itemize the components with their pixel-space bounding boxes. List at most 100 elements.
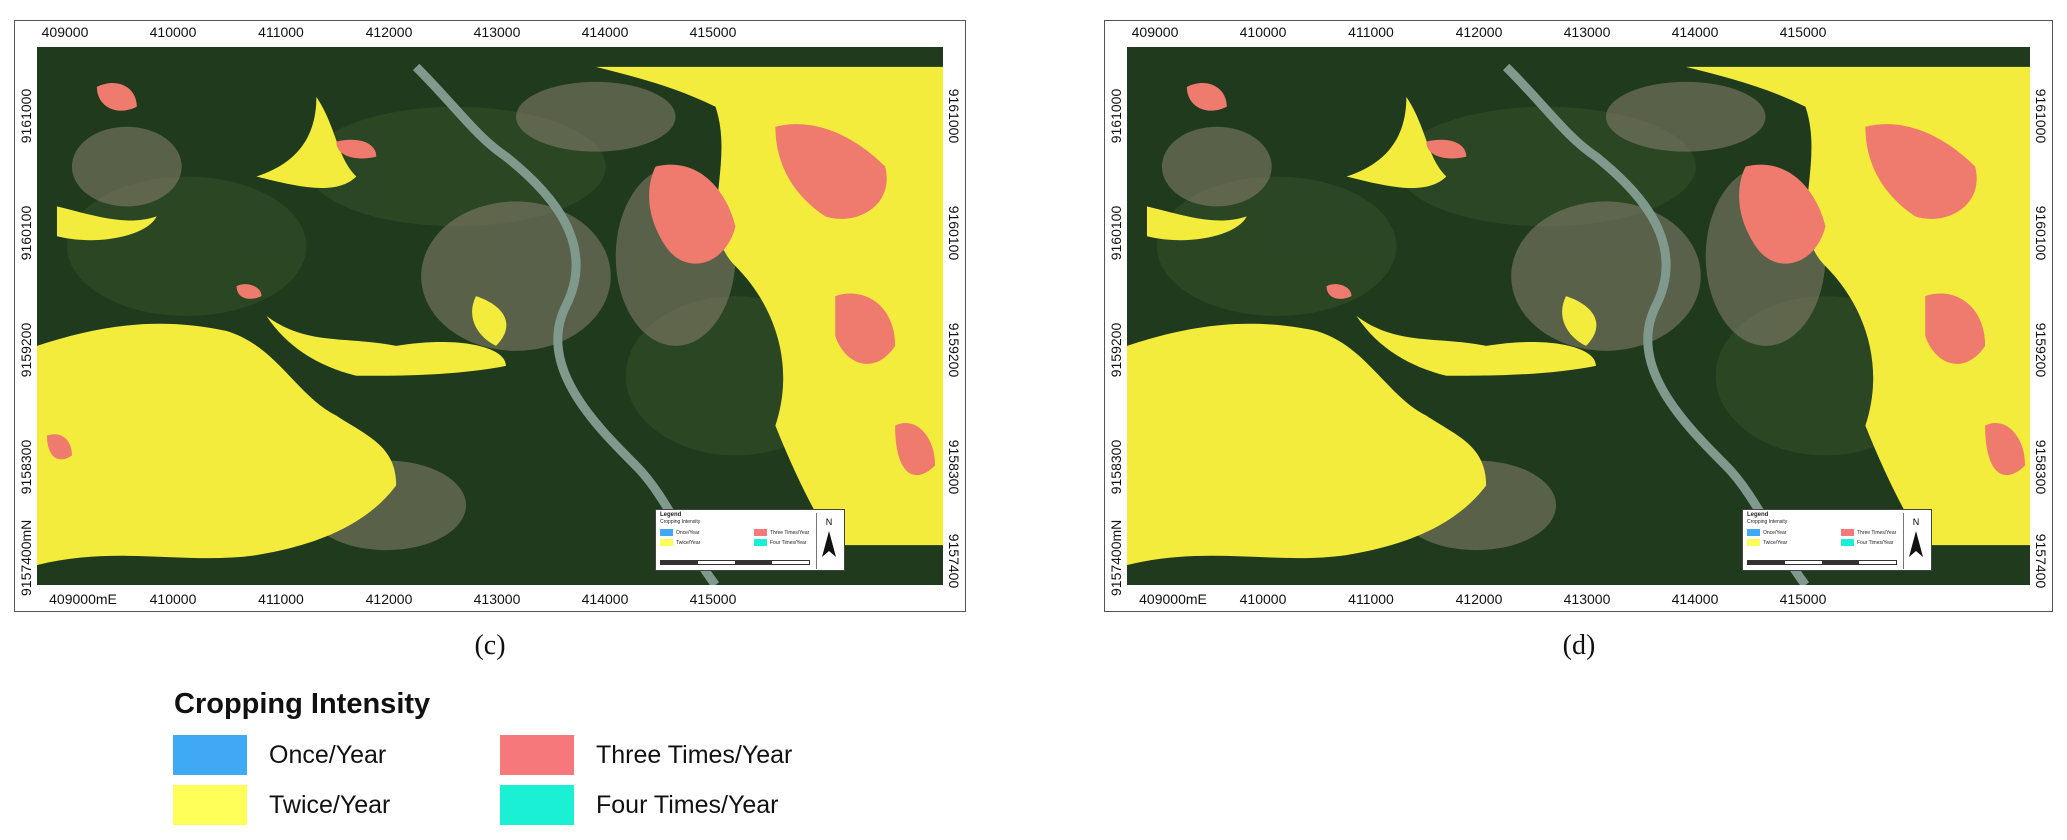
legend-swatch (173, 785, 247, 825)
left-tick-label: 9160100 (18, 205, 34, 261)
legend-item-once: Once/Year (173, 735, 386, 775)
inset-legend-item: Once/Year (1747, 529, 1833, 536)
legend-swatch (500, 785, 574, 825)
satellite-map-image (1127, 47, 2030, 585)
top-tick-label: 410000 (149, 24, 197, 40)
inset-legend-item: Four Times/Year (1841, 539, 1927, 546)
cropping-intensity-map (1127, 47, 2030, 585)
inset-legend-item: Twice/Year (660, 539, 746, 546)
bottom-tick-label: 413000 (1563, 591, 1611, 607)
legend-swatch (754, 539, 767, 546)
bottom-tick-label: 409000mE (1139, 591, 1207, 607)
north-arrow: N (1903, 513, 1928, 569)
left-tick-label: 9158300 (1108, 439, 1124, 495)
left-tick-label: 9161000 (1108, 88, 1124, 144)
top-tick-label: 409000 (1131, 24, 1179, 40)
legend-swatch (1747, 529, 1760, 536)
bottom-tick-label: 411000 (258, 591, 304, 607)
map-panel-d: 409000 410000 411000 412000 413000 41400… (1104, 20, 2053, 612)
legend-label: Twice/Year (269, 790, 391, 819)
right-tick-label: 9160100 (946, 205, 962, 261)
legend-swatch (660, 529, 673, 536)
top-tick-label: 413000 (1563, 24, 1611, 40)
legend-item-twice: Twice/Year (173, 785, 390, 825)
scale-bar (660, 560, 810, 565)
north-arrow-icon: N (1909, 517, 1923, 557)
right-tick-label: 9158300 (2033, 439, 2049, 495)
inset-legend-label: Once/Year (1763, 529, 1787, 536)
inset-legend-label: Once/Year (676, 529, 700, 536)
legend-label: Once/Year (269, 740, 387, 769)
north-arrow-icon: N (822, 517, 836, 557)
legend-item-four-times: Four Times/Year (500, 785, 778, 825)
left-tick-label: 9157400mN (1108, 519, 1124, 596)
scale-bar (1747, 560, 1897, 565)
satellite-map-image (37, 47, 943, 585)
left-tick-label: 9159200 (1108, 322, 1124, 378)
right-tick-label: 9159200 (946, 322, 962, 378)
top-tick-label: 411000 (258, 24, 304, 40)
map-panel-c: 409000 410000 411000 412000 413000 41400… (14, 20, 966, 612)
north-arrow: N (816, 513, 841, 569)
bottom-tick-label: 413000 (473, 591, 521, 607)
top-tick-label: 412000 (1455, 24, 1503, 40)
bottom-tick-label: 410000 (149, 591, 197, 607)
inset-legend-label: Three Times/Year (770, 529, 810, 536)
bottom-tick-label: 410000 (1239, 591, 1287, 607)
legend-swatch (1841, 539, 1854, 546)
top-tick-label: 412000 (365, 24, 413, 40)
bottom-tick-label: 414000 (581, 591, 629, 607)
bottom-tick-label: 415000 (689, 591, 737, 607)
right-tick-label: 9161000 (946, 88, 962, 144)
top-tick-label: 410000 (1239, 24, 1287, 40)
inset-legend-subtitle: Cropping Intensity (660, 519, 701, 525)
top-tick-label: 411000 (1348, 24, 1394, 40)
inset-legend: Legend Cropping Intensity Once/Year Thre… (1742, 509, 1932, 571)
legend-label: Four Times/Year (596, 790, 779, 819)
top-tick-label: 414000 (581, 24, 629, 40)
bottom-tick-label: 409000mE (49, 591, 117, 607)
panel-caption-d: (d) (1562, 630, 1596, 661)
right-tick-label: 9158300 (946, 439, 962, 495)
cropping-intensity-map (37, 47, 943, 585)
inset-legend-title: Legend (1747, 512, 1769, 518)
legend-swatch (1747, 539, 1760, 546)
svg-text:N: N (826, 517, 833, 527)
left-tick-label: 9160100 (1108, 205, 1124, 261)
inset-legend-item: Once/Year (660, 529, 746, 536)
inset-legend-label: Twice/Year (676, 539, 701, 546)
legend-item-three-times: Three Times/Year (500, 735, 792, 775)
inset-legend-label: Four Times/Year (1857, 539, 1894, 546)
inset-legend-label: Three Times/Year (1857, 529, 1897, 536)
top-tick-label: 413000 (473, 24, 521, 40)
bottom-tick-label: 415000 (1779, 591, 1827, 607)
legend-label: Three Times/Year (596, 740, 793, 769)
top-tick-label: 415000 (689, 24, 737, 40)
bottom-tick-label: 414000 (1671, 591, 1719, 607)
inset-legend-item: Three Times/Year (754, 529, 840, 536)
left-tick-label: 9157400mN (18, 519, 34, 596)
right-tick-label: 9160100 (2033, 205, 2049, 261)
inset-legend-item: Four Times/Year (754, 539, 840, 546)
bottom-tick-label: 412000 (365, 591, 413, 607)
left-tick-label: 9158300 (18, 439, 34, 495)
inset-legend-label: Four Times/Year (770, 539, 807, 546)
legend-swatch (660, 539, 673, 546)
legend-title: Cropping Intensity (174, 688, 431, 720)
inset-legend-label: Twice/Year (1763, 539, 1788, 546)
svg-text:N: N (1913, 517, 1920, 527)
right-tick-label: 9157400 (946, 533, 962, 589)
right-tick-label: 9157400 (2033, 533, 2049, 589)
top-tick-label: 415000 (1779, 24, 1827, 40)
top-tick-label: 409000 (41, 24, 89, 40)
bottom-tick-label: 412000 (1455, 591, 1503, 607)
top-tick-label: 414000 (1671, 24, 1719, 40)
legend-swatch (500, 735, 574, 775)
inset-legend-item: Three Times/Year (1841, 529, 1927, 536)
inset-legend-subtitle: Cropping Intensity (1747, 519, 1788, 525)
legend-swatch (754, 529, 767, 536)
inset-legend-title: Legend (660, 512, 682, 518)
inset-legend: Legend Cropping Intensity Once/Year Thre… (655, 509, 845, 571)
legend-swatch (1841, 529, 1854, 536)
right-tick-label: 9161000 (2033, 88, 2049, 144)
